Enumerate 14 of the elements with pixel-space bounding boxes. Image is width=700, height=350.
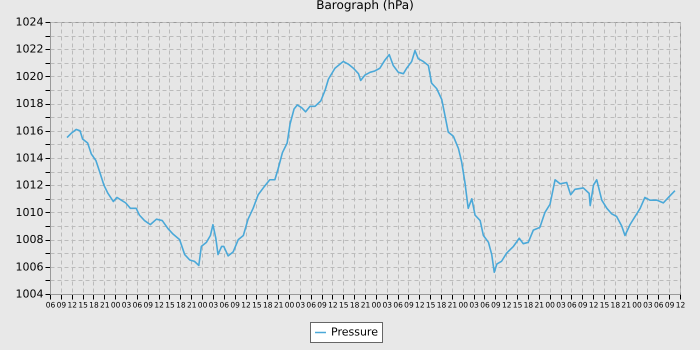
y-tick-label: 1014 bbox=[16, 152, 44, 164]
y-tick-label: 1022 bbox=[16, 42, 44, 56]
y-tick-label: 1010 bbox=[16, 206, 44, 219]
legend-label: Pressure bbox=[331, 326, 378, 338]
y-tick-label: 1018 bbox=[16, 97, 44, 110]
y-tick-label: 1008 bbox=[16, 233, 44, 246]
y-tick-label: 1024 bbox=[16, 16, 44, 28]
chart-title: Barograph (hPa) bbox=[316, 0, 414, 12]
line-series bbox=[66, 50, 676, 274]
y-tick-label: 1006 bbox=[16, 260, 44, 274]
y-tick-label: 1020 bbox=[16, 70, 44, 83]
y-tick-label: 1012 bbox=[16, 178, 44, 192]
y-tick-label: 1016 bbox=[16, 124, 44, 138]
y-tick-label: 1004 bbox=[16, 288, 44, 300]
